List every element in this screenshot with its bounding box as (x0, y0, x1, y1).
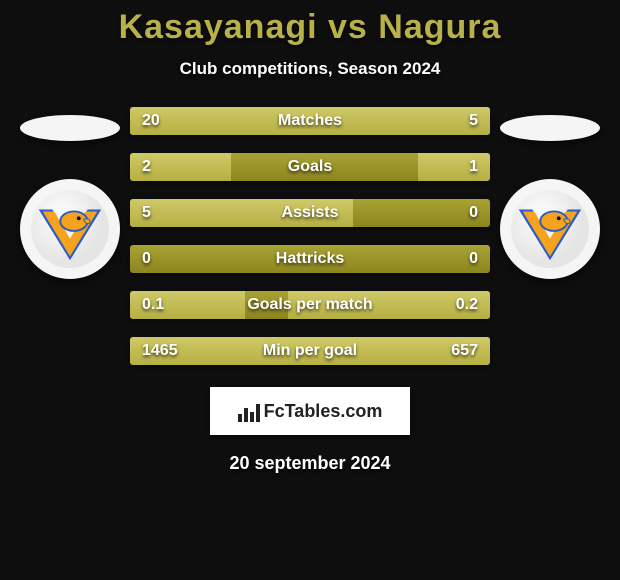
bar-chart-icon (238, 400, 260, 422)
player-right-ellipse (500, 115, 600, 141)
brand-label: FcTables.com (264, 401, 383, 422)
team-right-logo (500, 179, 600, 279)
stat-row-assists: 5 Assists 0 (130, 199, 490, 227)
v-varen-logo-icon (511, 190, 589, 268)
stat-row-hattricks: 0 Hattricks 0 (130, 245, 490, 273)
team-left-logo (20, 179, 120, 279)
stat-row-mpg: 1465 Min per goal 657 (130, 337, 490, 365)
main-row: 20 Matches 5 2 Goals 1 5 Assists 0 (0, 107, 620, 365)
left-side-col (10, 107, 130, 279)
stat-row-gpm: 0.1 Goals per match 0.2 (130, 291, 490, 319)
v-varen-logo-icon (31, 190, 109, 268)
page-title: Kasayanagi vs Nagura (119, 8, 502, 47)
stat-row-goals: 2 Goals 1 (130, 153, 490, 181)
player-left-ellipse (20, 115, 120, 141)
date-text: 20 september 2024 (229, 453, 390, 474)
subtitle: Club competitions, Season 2024 (180, 59, 441, 79)
stats-column: 20 Matches 5 2 Goals 1 5 Assists 0 (130, 107, 490, 365)
comparison-card: Kasayanagi vs Nagura Club competitions, … (0, 0, 620, 474)
right-side-col (490, 107, 610, 279)
brand-box[interactable]: FcTables.com (210, 387, 410, 435)
brand-text: FcTables.com (238, 400, 383, 422)
stat-row-matches: 20 Matches 5 (130, 107, 490, 135)
